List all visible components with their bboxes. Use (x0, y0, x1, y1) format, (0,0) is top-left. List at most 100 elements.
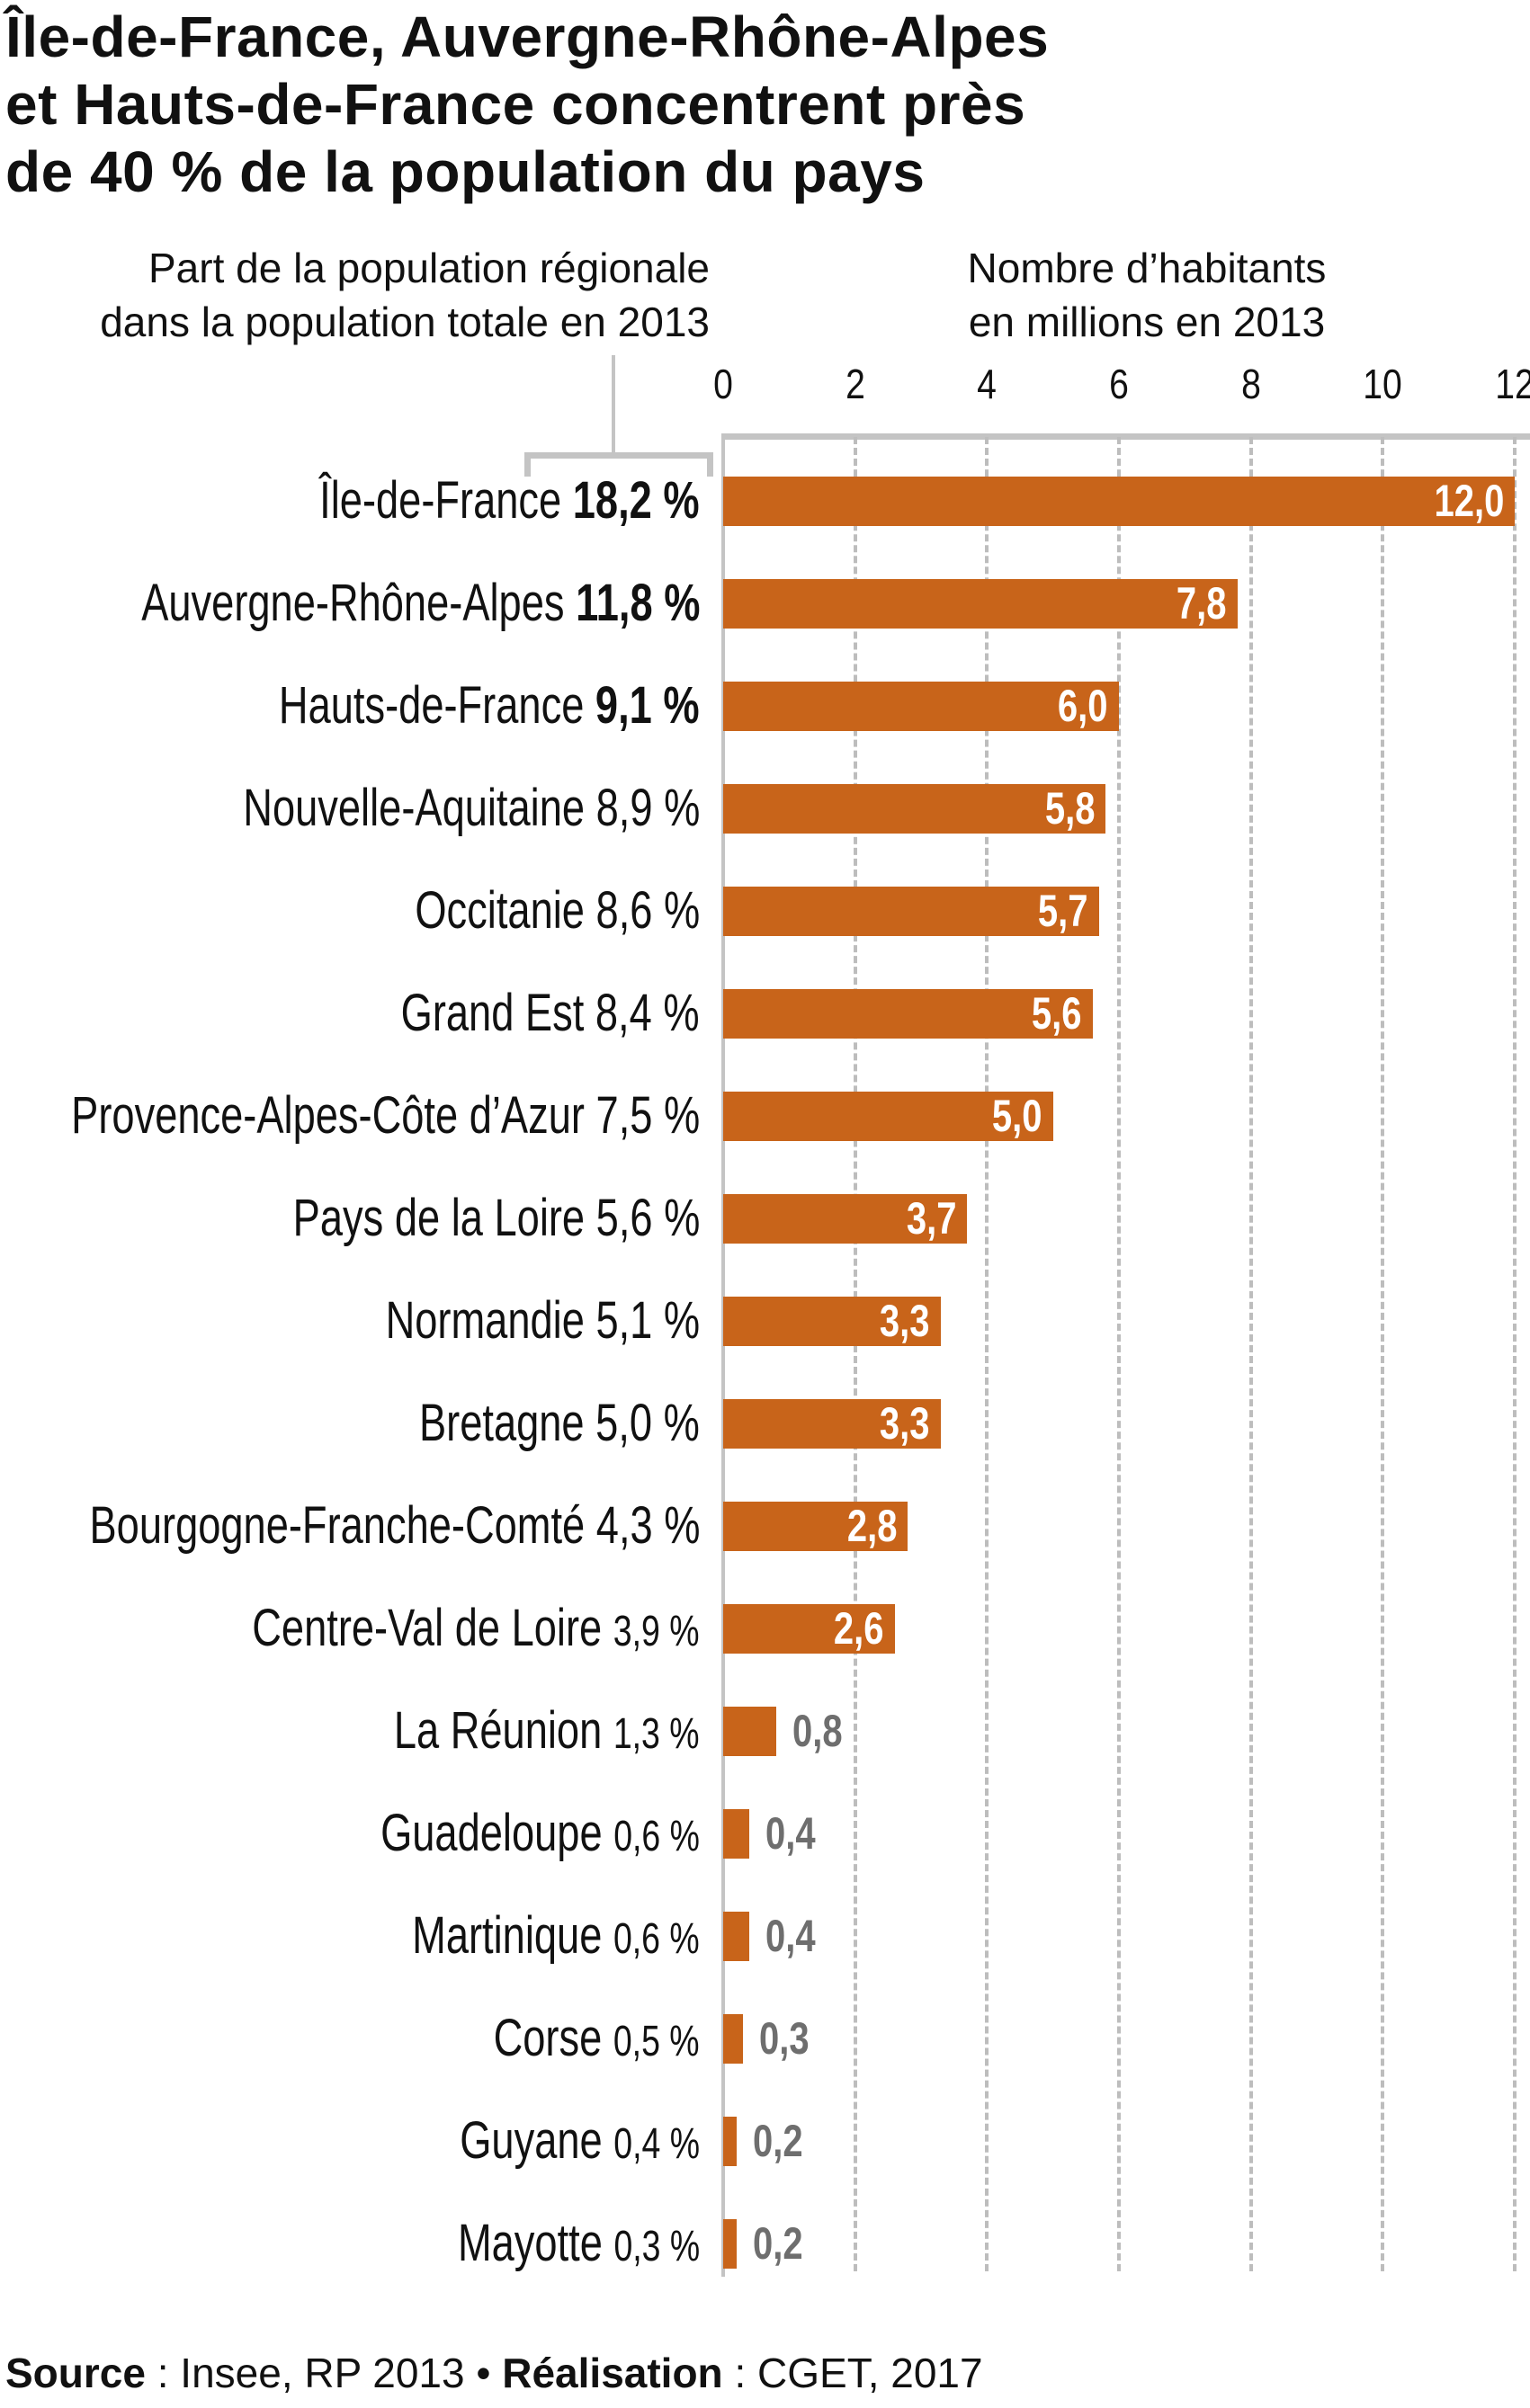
bar-value-label: 3,3 (880, 1296, 930, 1346)
bar-value-label: 0,4 (765, 1911, 816, 1961)
region-label: Centre-Val de Loire 3,9 % (253, 1601, 700, 1659)
population-share: 8,9 % (595, 779, 700, 837)
population-share: 0,6 % (613, 1813, 700, 1860)
region-label: Guyane 0,4 % (460, 2114, 700, 2172)
population-share: 11,8 % (575, 574, 700, 632)
population-share: 9,1 % (595, 676, 700, 735)
gridline (1248, 437, 1253, 2271)
bar (723, 1399, 941, 1449)
population-share: 8,6 % (595, 881, 700, 940)
bar-value-label: 3,3 (880, 1398, 930, 1449)
region-label: Bourgogne-Franche-Comté 4,3 % (89, 1499, 700, 1553)
title-line: Île-de-France, Auvergne-Rhône-Alpes (5, 4, 1050, 69)
bar-value-label: 0,2 (752, 2116, 803, 2166)
bar (723, 989, 1093, 1039)
region-label: Provence-Alpes-Côte d’Azur 7,5 % (71, 1089, 700, 1143)
separator: : (722, 2350, 758, 2396)
source-value: Insee, RP 2013 (180, 2350, 465, 2396)
x-tick-label: 6 (1109, 361, 1129, 407)
region-name: La Réunion (394, 1701, 603, 1760)
population-share: 0,4 % (613, 2120, 700, 2168)
bar (723, 579, 1238, 629)
title-line: de 40 % de la population du pays (5, 139, 926, 204)
population-share: 1,3 % (613, 1710, 700, 1758)
bar (723, 1502, 908, 1551)
population-share: 0,6 % (613, 1915, 700, 1963)
bar-value-label: 5,7 (1038, 886, 1088, 936)
bar-value-label: 3,7 (906, 1193, 957, 1244)
population-share: 7,5 % (595, 1086, 700, 1145)
bar (723, 1194, 968, 1244)
bar (723, 682, 1119, 731)
region-name: Auvergne-Rhône-Alpes (140, 574, 565, 632)
population-axis-label: Nombre d’habitants en millions en 2013 (931, 241, 1363, 349)
bar (723, 2117, 737, 2166)
chart-title: Île-de-France, Auvergne-Rhône-Alpes et H… (5, 4, 1049, 206)
region-name: Bretagne (419, 1394, 585, 1452)
bar-value-label: 7,8 (1177, 578, 1227, 629)
subtitle-line: Part de la population régionale (148, 245, 710, 291)
x-tick-label: 2 (845, 361, 865, 407)
region-name: Hauts-de-France (279, 676, 585, 735)
region-label: Auvergne-Rhône-Alpes 11,8 % (141, 576, 700, 630)
region-label: Martinique 0,6 % (412, 1909, 700, 1967)
bar-value-label: 5,8 (1044, 783, 1096, 834)
population-share: 4,3 % (595, 1496, 700, 1555)
region-label: Mayotte 0,3 % (458, 2216, 700, 2274)
gridline (1513, 437, 1517, 2271)
bar (723, 477, 1515, 526)
population-share: 3,9 % (613, 1608, 700, 1655)
source-note: Source : Insee, RP 2013 • Réalisation : … (5, 2349, 983, 2397)
bar (723, 1707, 776, 1756)
bar (723, 1297, 941, 1346)
baseline (721, 433, 725, 2277)
bar-value-label: 2,6 (834, 1603, 884, 1654)
population-share: 0,5 % (613, 2018, 700, 2065)
region-name: Île-de-France (319, 471, 562, 530)
region-name: Centre-Val de Loire (252, 1599, 603, 1657)
subtitle-line: dans la population totale en 2013 (100, 299, 710, 345)
region-label: Corse 0,5 % (494, 2011, 700, 2069)
region-name: Guadeloupe (380, 1804, 603, 1862)
region-name: Martinique (412, 1906, 603, 1965)
region-label: Pays de la Loire 5,6 % (292, 1191, 700, 1245)
x-tick-label: 0 (713, 361, 733, 407)
bar-value-label: 5,6 (1032, 988, 1082, 1039)
region-label: Île-de-France 18,2 % (320, 474, 700, 528)
bar (723, 1604, 895, 1654)
population-share: 8,4 % (595, 984, 700, 1042)
bar-value-label: 0,2 (752, 2218, 803, 2269)
region-label: Bretagne 5,0 % (419, 1396, 700, 1450)
highlight-bracket (524, 452, 713, 477)
region-name: Grand Est (401, 984, 585, 1042)
gridline (1117, 437, 1121, 2271)
region-name: Provence-Alpes-Côte d’Azur (70, 1086, 585, 1145)
population-share: 18,2 % (573, 471, 700, 530)
bullet: • (464, 2350, 503, 2396)
gridline (985, 437, 989, 2271)
region-name: Mayotte (457, 2214, 603, 2272)
region-label: Grand Est 8,4 % (401, 986, 700, 1040)
region-label: Occitanie 8,6 % (415, 884, 700, 938)
bar (723, 2219, 737, 2269)
separator: : (145, 2350, 181, 2396)
bar (723, 2014, 743, 2064)
source-label: Source (5, 2350, 146, 2396)
subtitle-line: en millions en 2013 (968, 299, 1326, 345)
gridline (853, 437, 857, 2271)
bar-value-label: 0,3 (759, 2013, 810, 2064)
region-label: La Réunion 1,3 % (394, 1704, 700, 1761)
population-share: 5,1 % (595, 1291, 700, 1350)
bar-value-label: 2,8 (846, 1501, 898, 1551)
region-name: Corse (493, 2009, 603, 2067)
region-name: Pays de la Loire (292, 1189, 585, 1247)
region-label: Normandie 5,1 % (385, 1294, 700, 1348)
bar (723, 1912, 750, 1961)
region-label: Guadeloupe 0,6 % (380, 1806, 700, 1864)
bar-value-label: 5,0 (992, 1091, 1042, 1141)
credit-label: Réalisation (502, 2350, 723, 2396)
credit-value: CGET, 2017 (757, 2350, 983, 2396)
subtitle-line: Nombre d’habitants (967, 245, 1327, 291)
bar-value-label: 12,0 (1434, 476, 1504, 526)
region-label: Nouvelle-Aquitaine 8,9 % (243, 781, 700, 835)
